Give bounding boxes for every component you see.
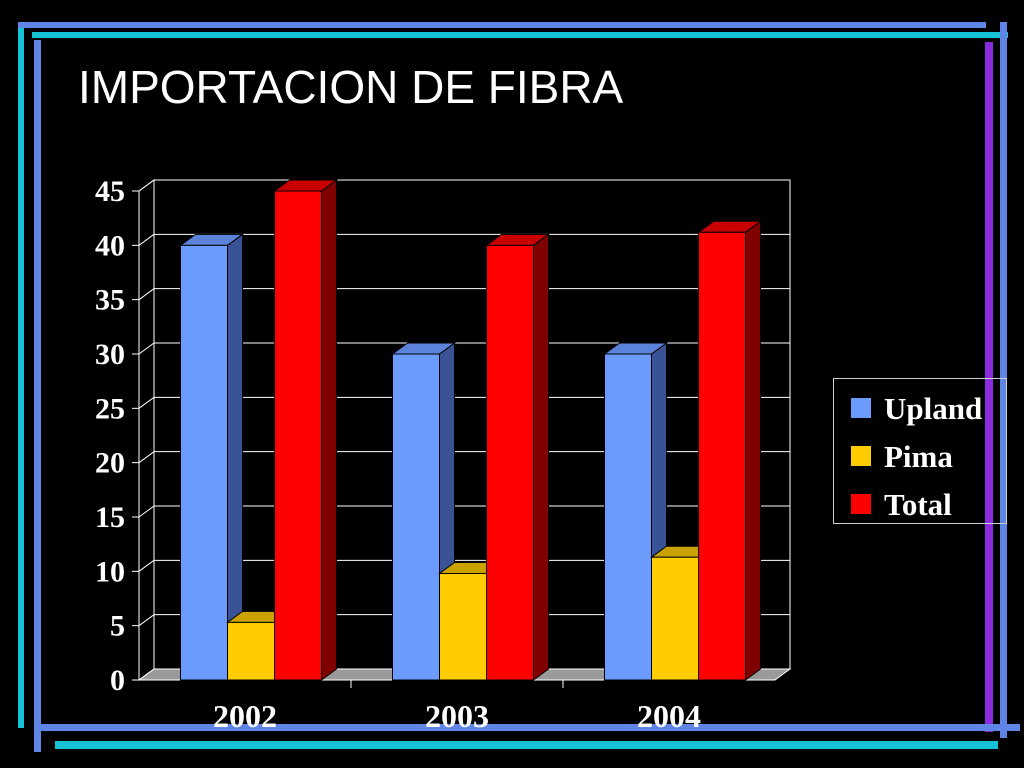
frame-bottom-blue (40, 724, 1020, 731)
legend-item-upland: Upland (850, 390, 983, 426)
legend-swatch-upland (850, 397, 872, 419)
bar-side-total-2004 (745, 220, 761, 681)
side-wall (138, 179, 155, 681)
y-tick-label: 20 (95, 447, 125, 480)
bar-total-2004 (698, 231, 746, 681)
bar-side-total-2002 (321, 179, 337, 681)
frame-bottom-cyan (55, 741, 998, 749)
slide-title: IMPORTACION DE FIBRA (78, 61, 624, 113)
x-tick-label-2002: 2002 (213, 698, 277, 734)
legend-item-total: Total (850, 486, 952, 522)
bar-total-2002 (274, 190, 322, 681)
gridline-side (138, 505, 155, 518)
x-tick-label-2004: 2004 (637, 698, 701, 734)
gridline-side (138, 451, 155, 464)
gridline-side (138, 233, 155, 246)
bar-upland-2004 (604, 353, 652, 681)
gridline-side (138, 614, 155, 627)
gridline-side (138, 179, 155, 192)
y-tick-label: 30 (95, 338, 125, 371)
y-tick-label: 0 (110, 664, 125, 697)
legend-label-pima: Pima (884, 438, 953, 474)
bar-pima-2004 (651, 556, 699, 681)
legend-label-total: Total (884, 486, 952, 522)
frame-left-cyan (18, 28, 24, 728)
y-tick-label: 40 (95, 229, 125, 262)
gridline-side (138, 342, 155, 355)
y-tick-label: 15 (95, 501, 125, 534)
bar-total-2003 (486, 244, 534, 681)
gridline-side (138, 559, 155, 572)
bar-side-total-2003 (533, 233, 549, 681)
y-tick-label: 35 (95, 284, 125, 317)
frame-left-blue (34, 40, 41, 752)
y-tick-label: 5 (110, 610, 125, 643)
gridline-side (138, 396, 155, 409)
frame-right-violet (985, 42, 993, 732)
frame-top-blue (18, 22, 986, 28)
bar-pima-2003 (439, 573, 487, 681)
legend-label-upland: Upland (884, 390, 983, 426)
bar-upland-2003 (392, 353, 440, 681)
x-tick-label-2003: 2003 (425, 698, 489, 734)
frame-right-blue (1000, 22, 1007, 738)
y-tick-label: 10 (95, 555, 125, 588)
gridline-side (138, 288, 155, 301)
y-tick-label: 45 (95, 175, 125, 208)
legend-swatch-total (850, 493, 872, 515)
chart-legend: Upland Pima Total (833, 378, 1007, 524)
bar-upland-2002 (180, 244, 228, 681)
legend-swatch-pima (850, 445, 872, 467)
bar-pima-2002 (227, 621, 275, 681)
legend-item-pima: Pima (850, 438, 953, 474)
frame-top-cyan (32, 32, 1008, 38)
y-tick-label: 25 (95, 392, 125, 425)
